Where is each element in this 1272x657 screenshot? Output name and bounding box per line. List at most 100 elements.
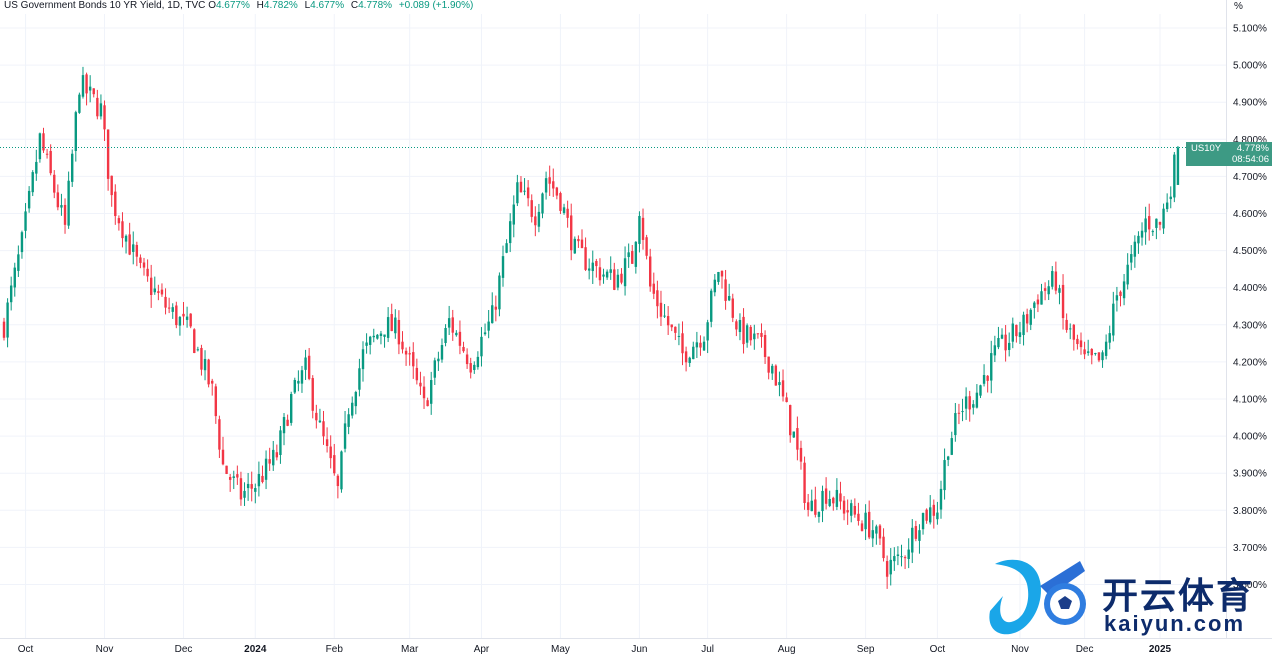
x-tick-label: 2025 [1149,644,1172,655]
candle-body [656,290,659,307]
candle-body [613,269,616,290]
candle-body [193,329,196,354]
candle-body [792,431,795,438]
candle-body [803,462,806,503]
candle-body [598,267,602,281]
candle-body [1101,352,1104,361]
candle-body [35,161,38,174]
candle-body [38,133,42,160]
candle-body [1072,324,1076,340]
candle-body [203,358,207,371]
candle-body [139,257,142,263]
candle-body [1137,235,1140,244]
candle-body [1036,299,1040,305]
candle-body [307,355,311,379]
candle-body [964,396,968,409]
candle-body [1051,271,1054,287]
candle-body [124,235,128,242]
candle-body [1126,264,1129,285]
candle-body [343,423,347,449]
candle-body [929,507,932,523]
candle-body [1079,340,1083,348]
candle-body [753,333,756,340]
candle-body [304,357,307,370]
x-tick-label: Mar [401,644,419,655]
candle-body [961,411,964,413]
candle-body [954,413,957,436]
candle-body [724,279,727,301]
change-value: +0.089 (+1.90%) [398,0,474,11]
candle-body [914,526,918,539]
candle-body [516,182,519,204]
candle-body [164,296,167,308]
candle-body [659,302,663,317]
candle-body [221,449,225,465]
candle-body [573,238,577,254]
candle-body [422,386,426,399]
candle-body [401,341,404,350]
candle-body [1173,154,1176,198]
candle-body [1097,352,1101,361]
candle-body [218,419,221,450]
candle-body [376,334,379,339]
candle-body [465,354,469,365]
candle-body [433,360,436,378]
candle-body [1076,338,1079,345]
candle-body [275,452,279,458]
candle-body [911,527,914,553]
candle-body [178,316,182,326]
candle-body [1025,314,1029,324]
candle-body [473,364,476,370]
candle-body [469,363,472,373]
x-tick-label: Dec [1076,644,1094,655]
candle-body [476,356,480,368]
candle-body [117,218,121,224]
candle-body [404,350,408,355]
candle-body [1108,333,1111,343]
x-tick-label: Oct [18,644,34,655]
candle-body [336,475,340,487]
candle-body [806,502,810,510]
candle-body [67,180,70,226]
candle-body [1169,196,1172,200]
candle-body [627,252,630,258]
candle-body [1112,303,1115,336]
candle-body [864,512,867,530]
candle-body [239,478,243,500]
candle-body [114,191,117,217]
candle-body [189,313,192,327]
candle-body [896,554,900,556]
candle-body [602,274,605,277]
x-tick-label: May [551,644,570,655]
candle-body [875,526,878,534]
candle-body [663,315,666,317]
candle-body [1176,147,1180,185]
candle-body [1033,302,1036,308]
candle-body [1029,309,1032,325]
low-label: L [304,0,311,11]
candle-body [631,251,634,264]
candle-body [508,221,512,244]
x-tick-label: Nov [1011,644,1029,655]
candle-body [903,557,907,559]
candle-body [232,476,235,478]
candle-body [408,353,411,355]
candle-body [972,404,975,408]
candle-body [674,326,677,333]
watermark-text: 开云体育 [1102,575,1255,616]
candle-body [731,298,734,318]
candle-body [587,268,591,271]
candle-body [501,256,505,278]
candle-body [96,97,99,117]
watermark-url: kaiyun.com [1104,611,1246,636]
candle-body [677,335,681,337]
candle-body [720,270,724,277]
candle-body [842,500,846,514]
candle-body [2,321,6,338]
candle-body [211,380,214,384]
candle-body [796,428,799,450]
candle-body [63,204,67,225]
candle-body [372,335,375,338]
candle-body [53,174,56,193]
